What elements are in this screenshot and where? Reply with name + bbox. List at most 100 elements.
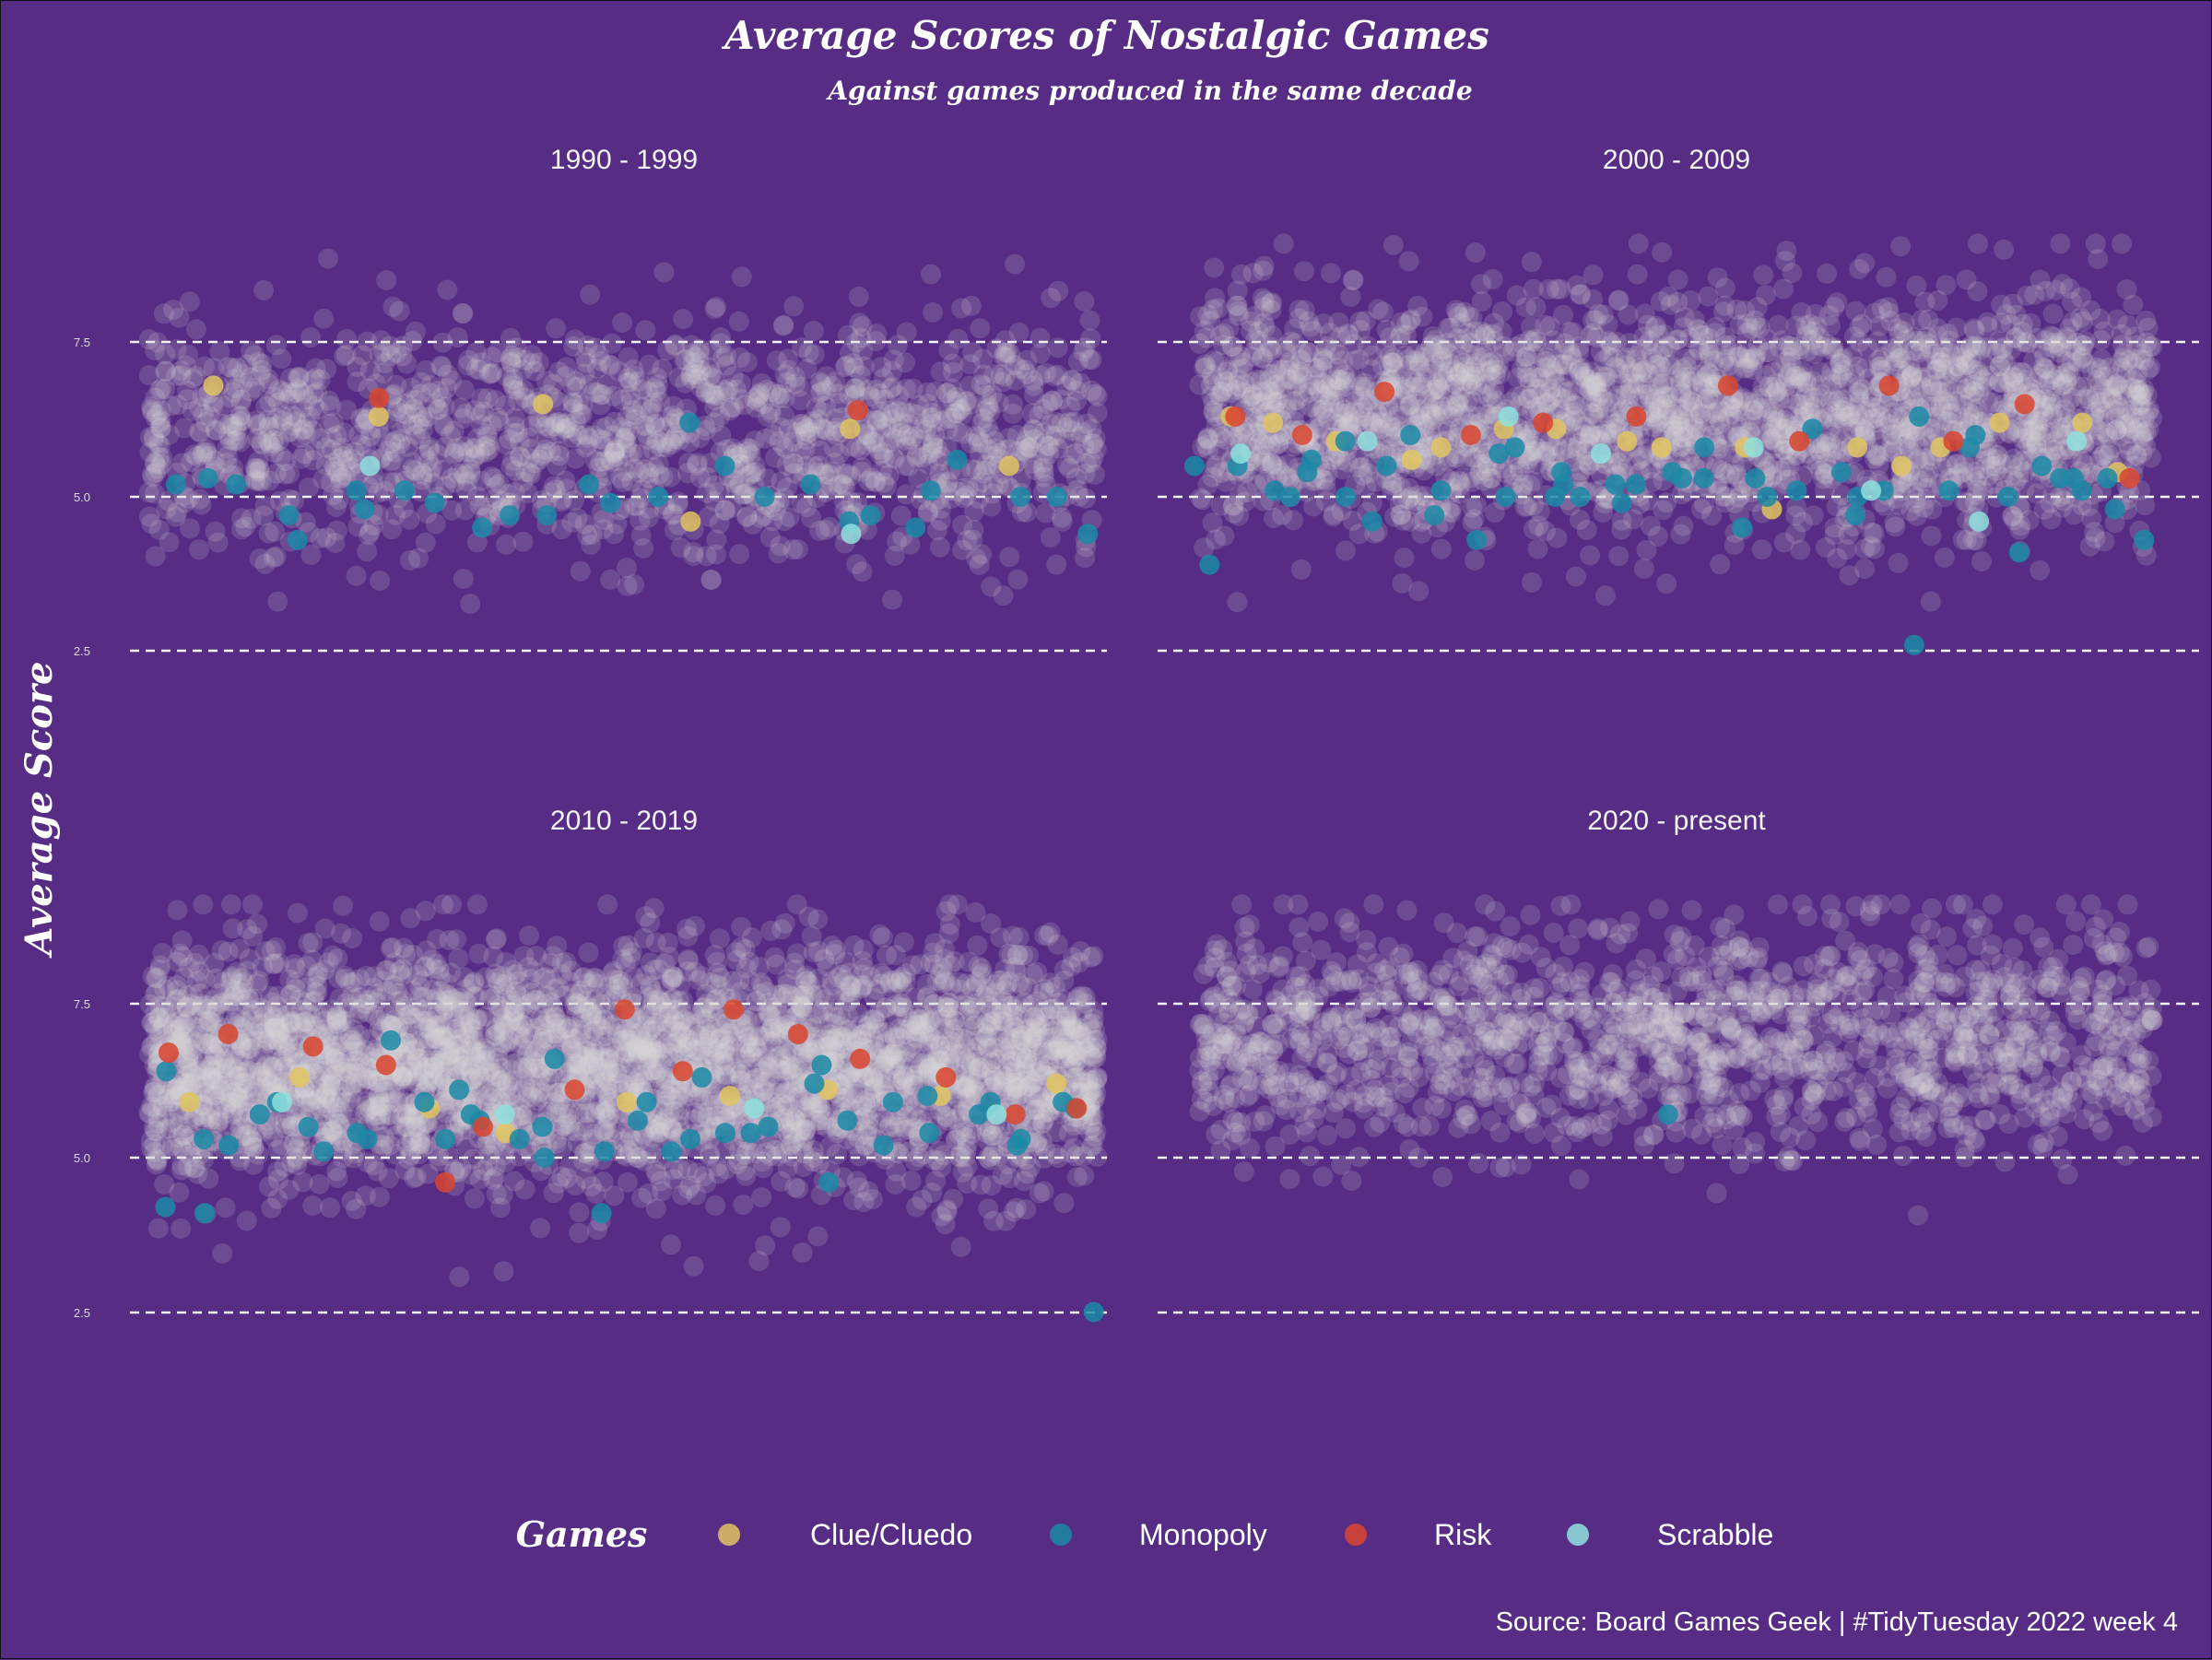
background-point xyxy=(1583,265,1604,285)
background-point xyxy=(512,532,533,552)
background-point xyxy=(402,331,422,351)
background-point xyxy=(1882,339,1902,359)
background-point xyxy=(732,266,752,287)
background-point xyxy=(1745,347,1765,368)
background-point xyxy=(1641,459,1661,479)
background-point xyxy=(1352,457,1372,477)
background-point xyxy=(654,262,675,282)
data-point-monopoly xyxy=(536,505,557,525)
background-point xyxy=(1770,390,1790,410)
background-point xyxy=(1905,387,1925,407)
background-point xyxy=(1885,516,1905,536)
background-point xyxy=(1664,421,1684,441)
background-point xyxy=(177,381,197,401)
background-point xyxy=(1555,334,1575,354)
background-point xyxy=(515,462,535,482)
background-point xyxy=(224,430,244,451)
background-point xyxy=(624,458,644,478)
data-point-monopoly xyxy=(1998,487,2018,507)
facet-panel: 1990 - 1999 xyxy=(139,145,1108,614)
background-point xyxy=(635,320,655,340)
background-point xyxy=(300,327,321,347)
background-point xyxy=(601,356,621,376)
background-point xyxy=(1698,287,1718,307)
data-point-monopoly xyxy=(1662,462,1682,482)
data-point-monopoly xyxy=(921,480,941,500)
background-point xyxy=(2067,333,2088,353)
background-point xyxy=(773,315,794,336)
background-point xyxy=(437,280,457,300)
background-point xyxy=(390,301,410,322)
background-point xyxy=(713,347,734,368)
background-point xyxy=(1756,285,1776,305)
background-point xyxy=(1029,406,1049,426)
background-point xyxy=(825,453,845,473)
background-point xyxy=(1661,337,1681,358)
background-point xyxy=(804,321,824,341)
data-point-scrabble xyxy=(841,524,861,544)
background-point xyxy=(530,1218,550,1238)
background-point xyxy=(1340,287,1360,307)
background-point xyxy=(662,413,682,433)
background-point xyxy=(999,547,1019,567)
background-point xyxy=(688,453,708,473)
background-point xyxy=(1399,251,1419,271)
background-point xyxy=(1335,540,1356,560)
background-point xyxy=(1868,455,1888,476)
background-point xyxy=(923,414,943,434)
background-point xyxy=(1652,242,1672,263)
background-point xyxy=(487,477,507,497)
background-point xyxy=(297,390,317,410)
data-point-scrabble xyxy=(1358,431,1378,452)
data-point-monopoly xyxy=(1570,487,1590,507)
background-point xyxy=(700,570,721,590)
background-point xyxy=(1046,555,1066,575)
background-point xyxy=(2112,233,2132,253)
background-point xyxy=(1380,346,1400,366)
background-point xyxy=(1881,424,1901,444)
background-point xyxy=(1014,441,1034,461)
data-point-monopoly xyxy=(1757,487,1777,507)
background-point xyxy=(1465,242,1486,263)
background-point xyxy=(2009,520,2030,540)
background-point xyxy=(1932,458,1952,478)
background-point xyxy=(325,461,346,481)
background-point xyxy=(1294,261,1314,281)
background-point xyxy=(1198,475,1218,495)
background-point xyxy=(1076,489,1096,509)
background-point xyxy=(336,329,357,349)
background-point xyxy=(322,428,342,448)
background-point xyxy=(139,329,159,349)
background-point xyxy=(258,373,278,394)
background-point xyxy=(496,535,516,555)
data-point-clue-cluedo xyxy=(1652,437,1672,457)
background-point xyxy=(640,401,660,421)
background-point xyxy=(600,570,620,590)
background-point xyxy=(883,403,903,423)
data-point-monopoly xyxy=(860,505,880,525)
data-point-monopoly xyxy=(648,487,668,507)
background-point xyxy=(1977,312,1997,333)
data-point-scrabble xyxy=(1230,443,1251,464)
background-point xyxy=(146,546,166,566)
background-point xyxy=(2035,281,2055,301)
background-point xyxy=(549,441,570,462)
background-point xyxy=(1974,459,1994,479)
background-point xyxy=(1007,570,1028,590)
background-point xyxy=(630,489,651,509)
background-point xyxy=(951,298,971,318)
background-point xyxy=(2140,336,2160,357)
background-point xyxy=(1382,480,1402,500)
background-point xyxy=(1693,378,1713,398)
background-point xyxy=(1337,324,1358,344)
background-point xyxy=(885,546,905,566)
data-point-scrabble xyxy=(1861,480,1881,500)
background-point xyxy=(718,379,738,399)
background-point xyxy=(973,365,994,385)
background-point xyxy=(1362,493,1382,513)
background-point xyxy=(267,592,288,612)
background-point xyxy=(1627,350,1647,371)
background-point xyxy=(1522,572,1542,593)
background-point xyxy=(455,500,476,521)
data-point-monopoly xyxy=(1010,487,1030,507)
